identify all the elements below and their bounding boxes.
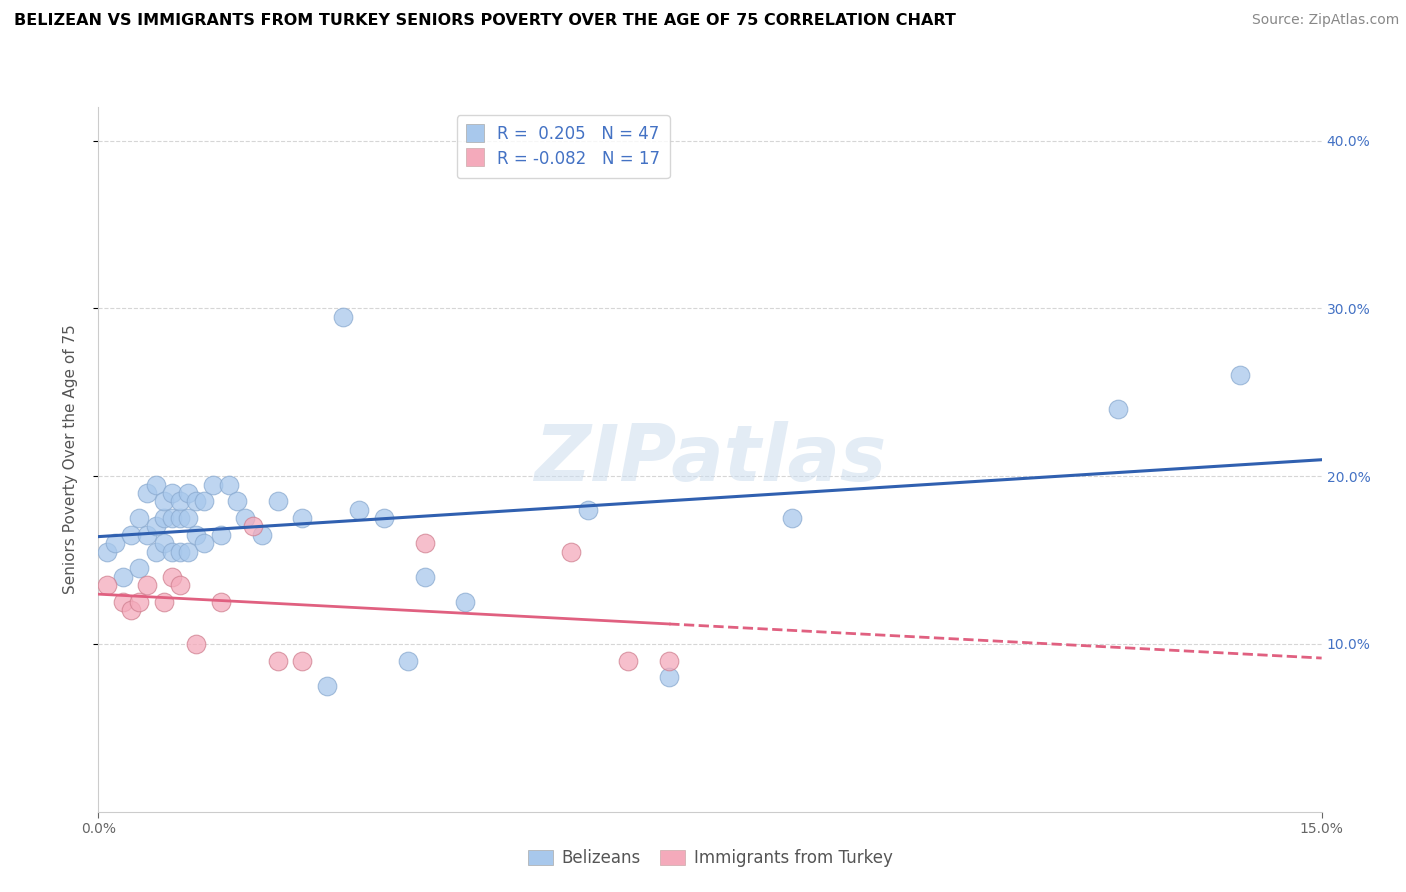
Point [186,528,208,542]
Point [218,477,240,491]
Point [145,477,167,491]
Point [193,494,215,508]
Point [186,637,208,651]
Point [226,494,249,508]
Point [291,654,314,668]
Point [413,536,436,550]
Point [169,578,191,592]
Point [177,544,200,558]
Point [780,511,803,525]
Point [576,502,599,516]
Point [658,671,681,685]
Point [169,544,191,558]
Point [120,528,142,542]
Point [128,511,150,525]
Point [177,486,200,500]
Point [145,544,167,558]
Point [560,544,582,558]
Point [152,595,174,609]
Point [1229,368,1251,383]
Point [160,486,183,500]
Point [193,536,215,550]
Point [658,654,681,668]
Point [136,486,159,500]
Point [233,511,256,525]
Point [145,519,167,533]
Point [349,502,371,516]
Point [209,528,232,542]
Point [152,536,174,550]
Point [267,494,290,508]
Point [169,511,191,525]
Point [152,511,174,525]
Point [186,494,208,508]
Point [96,578,118,592]
Point [396,654,419,668]
Point [128,561,150,575]
Point [332,310,354,324]
Text: ZIPatlas: ZIPatlas [534,421,886,498]
Point [120,603,142,617]
Point [267,654,290,668]
Point [617,654,640,668]
Point [169,494,191,508]
Point [160,511,183,525]
Y-axis label: Seniors Poverty Over the Age of 75: Seniors Poverty Over the Age of 75 [63,325,77,594]
Point [160,544,183,558]
Point [413,570,436,584]
Legend: Belizeans, Immigrants from Turkey: Belizeans, Immigrants from Turkey [522,843,898,874]
Point [242,519,264,533]
Point [96,544,118,558]
Point [201,477,224,491]
Point [373,511,395,525]
Text: Source: ZipAtlas.com: Source: ZipAtlas.com [1251,13,1399,28]
Point [315,679,337,693]
Point [136,578,159,592]
Point [250,528,273,542]
Point [128,595,150,609]
Point [152,494,174,508]
Point [1107,402,1129,417]
Text: BELIZEAN VS IMMIGRANTS FROM TURKEY SENIORS POVERTY OVER THE AGE OF 75 CORRELATIO: BELIZEAN VS IMMIGRANTS FROM TURKEY SENIO… [14,13,956,29]
Point [104,536,127,550]
Point [136,528,159,542]
Point [111,570,134,584]
Point [177,511,200,525]
Point [454,595,477,609]
Point [160,570,183,584]
Point [291,511,314,525]
Point [209,595,232,609]
Point [111,595,134,609]
